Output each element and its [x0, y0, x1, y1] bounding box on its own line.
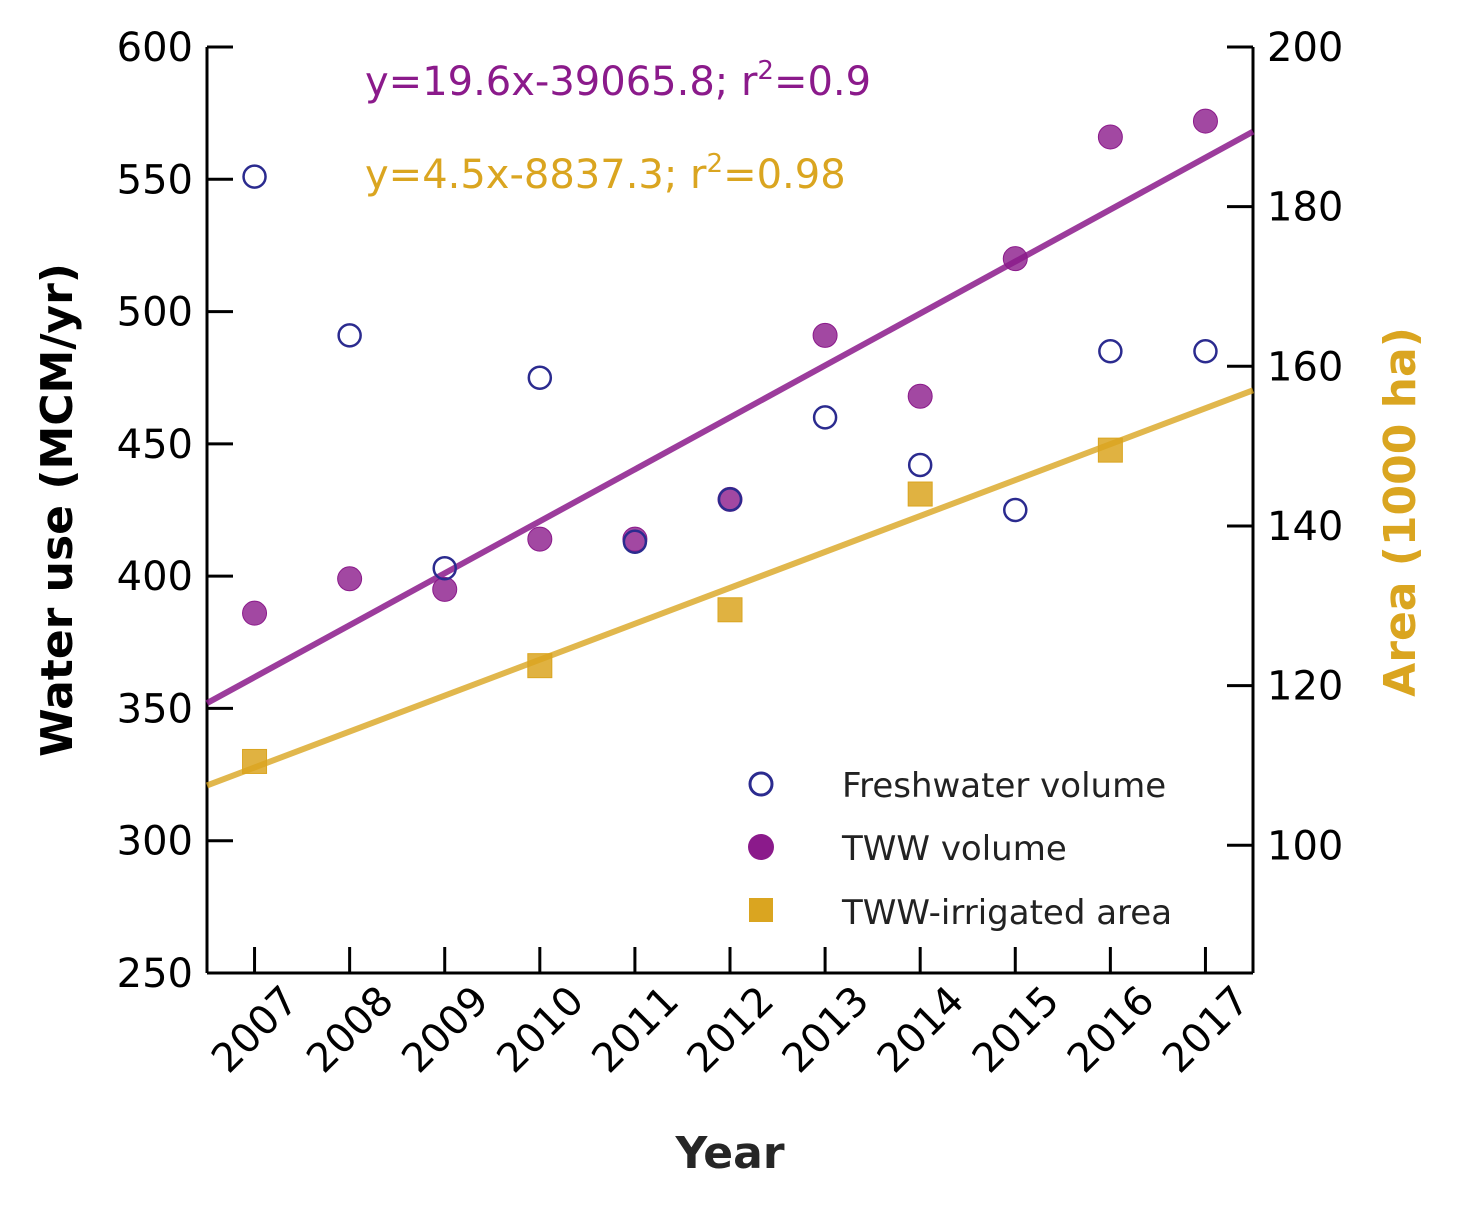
tww-area-point [907, 481, 933, 507]
tww-area-point [717, 597, 743, 623]
legend-label-freshwater: Freshwater volume [842, 766, 1166, 806]
tww-area-point [1097, 437, 1123, 463]
freshwater-point [812, 405, 838, 430]
left-tick-label: 600 [117, 25, 193, 71]
right-tick-label: 140 [1267, 504, 1343, 550]
legend-label-tww-area: TWW-irrigated area [841, 893, 1172, 933]
trendlines [205, 129, 1255, 789]
left-tick-label: 500 [117, 290, 193, 336]
legend-marker-freshwater [748, 771, 774, 797]
legend-item-tww-area: TWW-irrigated area [749, 893, 1172, 933]
legend-label-tww-volume: TWW volume [841, 829, 1067, 869]
x-tick-label: 2013 [774, 978, 879, 1083]
tww-volume-point [812, 322, 838, 348]
right-tick-label: 200 [1267, 25, 1343, 71]
tww-area-equation: y=4.5x-8837.3; r2=0.98 [365, 149, 846, 198]
tww-volume-point [432, 576, 458, 602]
left-tick-label: 300 [117, 819, 193, 865]
freshwater-point [1003, 497, 1028, 523]
freshwater-point [717, 487, 743, 512]
freshwater-point [1098, 339, 1123, 364]
tww-volume-point [527, 526, 553, 552]
freshwater-point [242, 164, 267, 189]
x-tick-label: 2014 [869, 978, 974, 1083]
tww-volume-trendline [205, 129, 1255, 706]
freshwater-point [432, 555, 457, 581]
right-tick-label: 160 [1267, 344, 1343, 390]
x-tick-label: 2015 [964, 978, 1069, 1083]
left-tick-label: 250 [117, 951, 193, 997]
legend-marker-tww-volume [748, 834, 774, 860]
legend-marker-tww-area [749, 898, 773, 922]
x-tick-label: 2016 [1059, 978, 1164, 1083]
x-tick-label: 2011 [583, 978, 688, 1083]
tww-volume-point [337, 566, 363, 592]
freshwater-point [1193, 339, 1218, 364]
x-tick-label: 2017 [1154, 978, 1259, 1083]
tww-area-trendline [205, 387, 1255, 789]
right-tick-label: 180 [1267, 185, 1343, 231]
x-tick-label: 2007 [203, 978, 308, 1083]
legend: Freshwater volume TWW volume TWW-irrigat… [748, 766, 1172, 933]
left-tick-label: 350 [117, 686, 193, 732]
tww-volume-equation: y=19.6x-39065.8; r2=0.9 [365, 56, 871, 105]
right-tick-label: 100 [1267, 823, 1343, 869]
freshwater-point [907, 452, 933, 478]
tww-volume-point [1192, 108, 1218, 134]
legend-item-freshwater: Freshwater volume [748, 766, 1166, 806]
freshwater-point [527, 365, 553, 390]
right-axis-ticks: 100 120 140 160 180 200 [1227, 25, 1343, 869]
left-tick-label: 550 [117, 157, 193, 203]
freshwater-point [337, 323, 362, 348]
right-axis-title: Area (1000 ha) [1375, 327, 1426, 697]
tww-area-point [527, 653, 553, 679]
left-axis-title: Water use (MCM/yr) [32, 263, 83, 757]
x-tick-label: 2009 [393, 978, 498, 1083]
right-tick-label: 120 [1267, 664, 1343, 710]
x-axis-title: Year [674, 1128, 784, 1179]
x-tick-label: 2010 [488, 978, 593, 1083]
x-axis-ticks: 2007200820092010201120122013201420152016… [203, 947, 1259, 1083]
tww-area-point [242, 748, 268, 774]
tww-volume-point [907, 383, 933, 409]
left-tick-label: 400 [117, 554, 193, 600]
tww-volume-point [1097, 124, 1123, 150]
x-tick-label: 2012 [679, 978, 784, 1083]
left-axis-ticks: 250 300 350 400 450 500 550 600 [117, 25, 233, 997]
data-points [242, 108, 1218, 774]
x-tick-label: 2008 [298, 978, 403, 1083]
legend-item-tww-volume: TWW volume [748, 829, 1067, 869]
left-tick-label: 450 [117, 422, 193, 468]
tww-volume-point [242, 600, 268, 626]
tww-volume-point [1002, 246, 1028, 272]
freshwater-point [622, 529, 648, 554]
